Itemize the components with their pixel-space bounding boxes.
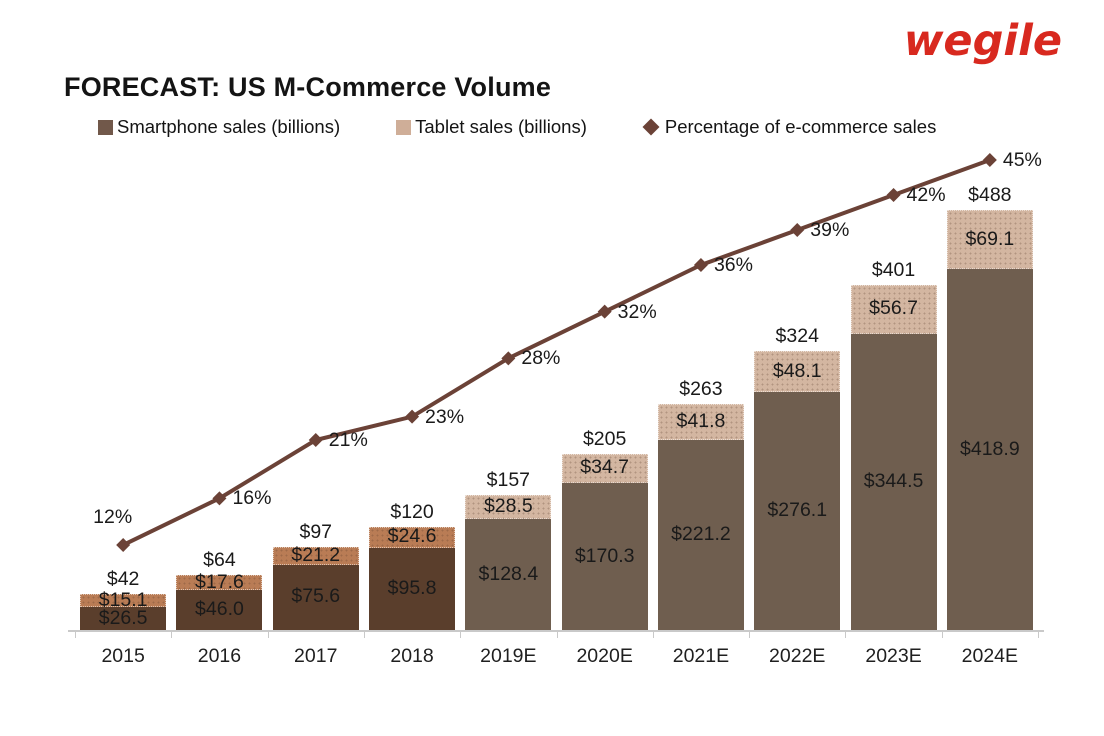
line-marker-diamond-2016 [212,491,227,506]
percentage-label-2020E: 32% [617,300,657,323]
percentage-label-2021E: 36% [713,253,753,276]
x-axis-tick [1038,632,1039,638]
x-axis-tick [652,632,654,638]
legend-label-tablet: Tablet sales (billions) [415,116,587,137]
x-axis-label-2019E: 2019E [480,645,537,667]
bar-2023E-total-label: $401 [871,258,916,281]
x-axis-tick [845,632,847,638]
x-axis-label-2017: 2017 [294,645,338,667]
line-marker-diamond-2023E [886,187,901,202]
x-axis-tick [171,632,173,638]
bar-2020E-tablet-value-label: $34.7 [580,456,630,479]
bar-2015-tablet-segment [80,593,167,608]
line-marker-diamond-2024E [982,152,997,167]
bar-2016-tablet-value-label: $17.6 [195,570,244,593]
bar-2024E-total-label: $488 [968,184,1012,206]
x-axis-tick [267,632,269,638]
x-axis-label-2021E: 2021E [672,645,730,667]
bar-2018-total-label: $120 [390,500,434,523]
smartphone-legend-square-icon [98,119,113,135]
x-axis-label-2020E: 2020E [576,645,633,667]
bar-2016-smartphone-segment [176,590,263,630]
x-axis-tick [556,632,558,638]
x-axis-tick [460,632,462,638]
bar-2017-smartphone-segment [272,564,359,630]
line-marker-diamond-2020E [597,304,612,319]
percentage-label-2019E: 28% [521,347,561,370]
bar-2021E-tablet-value-label: $41.8 [676,409,726,432]
percentage-label-2018: 23% [425,405,465,428]
chart-title: FORECAST: US M-Commerce Volume [64,72,552,102]
x-axis-label-2024E: 2024E [961,645,1019,667]
bar-2018-tablet-value-label: $24.6 [387,525,437,548]
percentage-label-2016: 16% [232,487,272,510]
percentage-label-2022E: 39% [810,218,850,241]
bar-2021E-smartphone-value-label: $221.2 [671,522,731,545]
legend-item-smartphone: Smartphone sales (billions) [98,116,340,138]
bar-2020E-smartphone-value-label: $170.3 [574,544,635,567]
line-marker-diamond-2018 [405,409,420,424]
line-marker-diamond-2022E [790,222,805,237]
bar-2017-tablet-segment [272,546,359,565]
bar-2016-smartphone-value-label: $46.0 [195,598,244,621]
bar-2020E-total-label: $205 [582,427,627,450]
bar-2019E-smartphone-value-label: $128.4 [478,562,539,585]
bar-2015-smartphone-value-label: $26.5 [98,606,148,629]
legend-item-percentage: Percentage of e-commerce sales [642,116,937,138]
bar-2018-smartphone-value-label: $95.8 [387,576,437,599]
bar-2019E-tablet-value-label: $28.5 [483,495,533,518]
x-axis-label-2016: 2016 [197,645,242,667]
x-axis-label-2023E: 2023E [865,645,922,667]
x-axis-tick [749,632,751,638]
x-axis-label-2018: 2018 [390,645,434,667]
percentage-label-2015: 12% [93,505,133,528]
bar-2015-smartphone-segment [80,607,167,630]
bar-2022E-smartphone-value-label: $276.1 [767,499,828,522]
bar-2023E-smartphone-value-label: $344.5 [863,469,924,492]
percentage-legend-diamond-icon [642,118,660,136]
bar-2024E-tablet-value-label: $69.1 [965,227,1015,250]
bar-2023E-tablet-value-label: $56.7 [869,297,918,320]
percentage-label-2024E: 45% [1002,148,1042,171]
legend-label-percentage: Percentage of e-commerce sales [664,116,937,137]
bar-2016-total-label: $64 [203,548,236,571]
bar-2015-total-label: $42 [106,567,140,590]
x-axis-line [68,630,1044,632]
bar-2021E-total-label: $263 [679,377,723,400]
x-axis-tick [75,632,76,638]
bar-2016-tablet-segment [176,574,263,591]
bar-2017-smartphone-value-label: $75.6 [291,585,341,608]
line-marker-diamond-2017 [308,432,323,447]
line-marker-diamond-2021E [693,257,708,272]
bar-2015-tablet-value-label: $15.1 [98,588,148,611]
percentage-label-2023E: 42% [906,183,946,206]
tablet-legend-square-icon [396,119,412,135]
bar-2024E-smartphone-value-label: $418.9 [960,437,1020,460]
line-marker-diamond-2015 [116,537,131,552]
legend-label-smartphone: Smartphone sales (billions) [117,116,341,137]
line-marker-diamond-2019E [501,351,516,366]
wegile-logo: wegile [903,16,1062,66]
bar-2017-total-label: $97 [299,520,333,543]
x-axis-tick [363,632,365,638]
bar-2018-smartphone-segment [369,547,456,630]
bar-2022E-total-label: $324 [775,325,819,348]
percentage-label-2017: 21% [328,428,368,451]
bar-2017-tablet-value-label: $21.2 [291,543,341,566]
x-axis-label-2022E: 2022E [769,645,826,667]
chart-legend: Smartphone sales (billions) Tablet sales… [98,116,936,138]
bar-2022E-tablet-value-label: $48.1 [772,359,822,382]
x-axis-tick [941,632,943,638]
legend-item-tablet: Tablet sales (billions) [396,116,587,138]
bar-2019E-total-label: $157 [486,468,531,491]
x-axis-label-2015: 2015 [101,645,145,667]
